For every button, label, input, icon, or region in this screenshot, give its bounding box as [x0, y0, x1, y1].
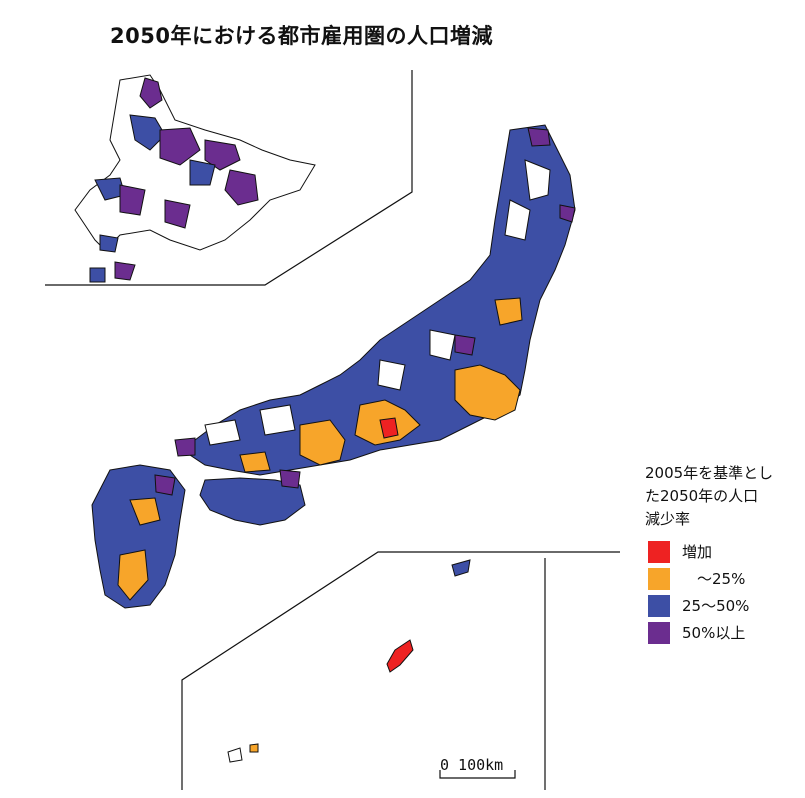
- chubu-white-area: [377, 359, 406, 391]
- tohoku-region-purple: [527, 127, 551, 147]
- legend-title-line: 2005年を基準とし: [645, 464, 774, 482]
- legend-swatch: [648, 594, 670, 617]
- kyushu-region-orange: [129, 497, 161, 526]
- legend-title-line: 減少率: [645, 510, 691, 528]
- scale-label: 0 100km: [440, 756, 504, 774]
- tohoku-region-orange: [494, 297, 523, 326]
- legend-item-over-50: 50%以上: [648, 619, 749, 646]
- legend-item-under-25: ～25%: [648, 565, 749, 592]
- chugoku-region-orange: [239, 451, 271, 473]
- kyushu-region-purple: [154, 474, 176, 496]
- okinawa-islands: [227, 559, 471, 763]
- tohoku-white-area: [504, 199, 531, 241]
- hokkaido-region-blue: [189, 159, 216, 186]
- shikoku-outline: [199, 477, 306, 526]
- main-islands: [91, 124, 576, 609]
- legend-swatch: [648, 621, 670, 644]
- kansai-region-orange: [299, 419, 346, 466]
- hokkaido-region-blue: [89, 267, 106, 283]
- legend-title-line: た2050年の人口: [645, 487, 759, 505]
- okinawa-inset-frame: [181, 551, 620, 790]
- okinawa-main-island: [386, 639, 414, 673]
- tohoku-region-purple: [559, 204, 576, 223]
- legend-title: 2005年を基準とし た2050年の人口 減少率: [645, 462, 773, 531]
- legend-swatch: [648, 540, 670, 563]
- hokkaido-region: [74, 74, 316, 283]
- hokkaido-region-blue: [99, 234, 119, 253]
- hokkaido-region-purple: [139, 77, 163, 109]
- hokkaido-region-purple: [164, 199, 191, 229]
- legend-label: ～25%: [682, 570, 746, 588]
- hokkaido-region-purple: [204, 139, 241, 171]
- map-title: 2050年における都市雇用圏の人口増減: [110, 24, 493, 48]
- hokkaido-inset-frame: [45, 70, 413, 286]
- inset-frames: [45, 70, 620, 790]
- legend-item-increase: 増加: [648, 538, 749, 565]
- legend-label: 25～50%: [682, 597, 750, 615]
- scale-bar: [439, 770, 516, 779]
- kyushu-outline: [91, 464, 186, 609]
- chugoku-region-purple: [174, 437, 196, 457]
- legend-item-25-50: 25～50%: [648, 592, 749, 619]
- aichi-region-red: [379, 417, 399, 439]
- kanto-region-orange: [454, 364, 521, 421]
- legend-label: 50%以上: [682, 624, 746, 642]
- tohoku-white-area: [524, 159, 551, 201]
- island: [249, 743, 259, 753]
- chubu-white-area: [429, 329, 456, 361]
- legend-swatch: [648, 567, 670, 590]
- tohoku-region-purple: [454, 334, 476, 356]
- legend-label: 増加: [682, 543, 713, 561]
- hokkaido-region-purple: [119, 184, 146, 216]
- kyushu-region-orange: [117, 549, 149, 601]
- chugoku-white-area: [204, 419, 241, 446]
- hokkaido-region-purple: [159, 127, 201, 166]
- hokkaido-region-purple: [114, 261, 136, 281]
- amami-island: [451, 559, 471, 577]
- kinki-white-area: [259, 404, 296, 436]
- legend: 増加 ～25% 25～50% 50%以上: [648, 538, 749, 646]
- island: [227, 747, 243, 763]
- hokkaido-region-blue: [129, 114, 166, 151]
- shikoku-region-purple: [279, 469, 301, 489]
- hokkaido-region-purple: [224, 169, 259, 206]
